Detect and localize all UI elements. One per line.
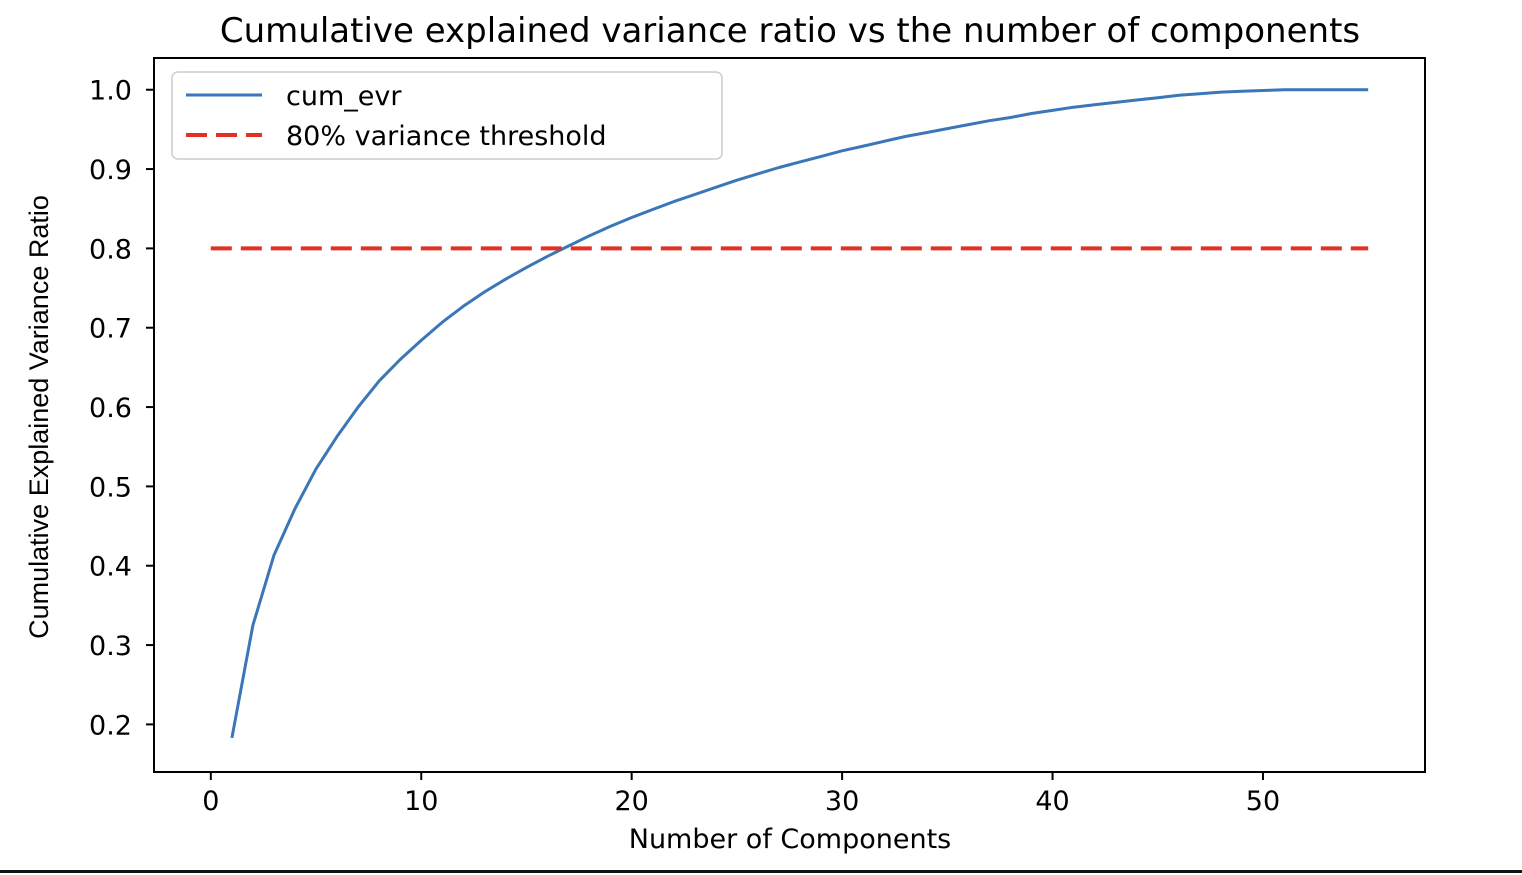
x-tick-label-5: 50 bbox=[1246, 786, 1280, 817]
x-axis-label: Number of Components bbox=[629, 824, 951, 855]
y-tick-label-6: 0.8 bbox=[89, 234, 132, 265]
x-tick-label-1: 10 bbox=[404, 786, 438, 817]
x-tick-label-2: 20 bbox=[614, 786, 648, 817]
plot-area: 0 10 20 30 40 50 0.2 0.3 0.4 0.5 0.6 0.7 0.8 0.9 1.0 bbox=[89, 57, 1426, 817]
y-tick-label-0: 0.2 bbox=[89, 710, 132, 741]
legend: cum_evr 80% variance threshold bbox=[171, 71, 723, 160]
x-tick-label-0: 0 bbox=[202, 786, 219, 817]
axes-frame bbox=[153, 57, 1426, 773]
y-tick-label-7: 0.9 bbox=[89, 155, 132, 186]
series-line-0 bbox=[230, 88, 1369, 739]
x-tick-label-3: 30 bbox=[825, 786, 859, 817]
y-tick-label-3: 0.5 bbox=[89, 472, 132, 503]
y-tick-label-8: 1.0 bbox=[89, 76, 132, 107]
y-tick-label-1: 0.3 bbox=[89, 631, 132, 662]
y-axis-label: Cumulative Explained Variance Ratio bbox=[24, 195, 54, 639]
y-tick-label-2: 0.4 bbox=[89, 552, 132, 583]
legend-label-1: 80% variance threshold bbox=[286, 121, 607, 152]
chart-title: Cumulative explained variance ratio vs t… bbox=[220, 11, 1360, 51]
legend-label-0: cum_evr bbox=[286, 81, 402, 112]
x-tick-label-4: 40 bbox=[1035, 786, 1069, 817]
y-tick-label-5: 0.7 bbox=[89, 314, 132, 345]
y-tick-label-4: 0.6 bbox=[89, 393, 132, 424]
legend-box bbox=[171, 71, 723, 160]
bottom-divider bbox=[0, 870, 1522, 873]
